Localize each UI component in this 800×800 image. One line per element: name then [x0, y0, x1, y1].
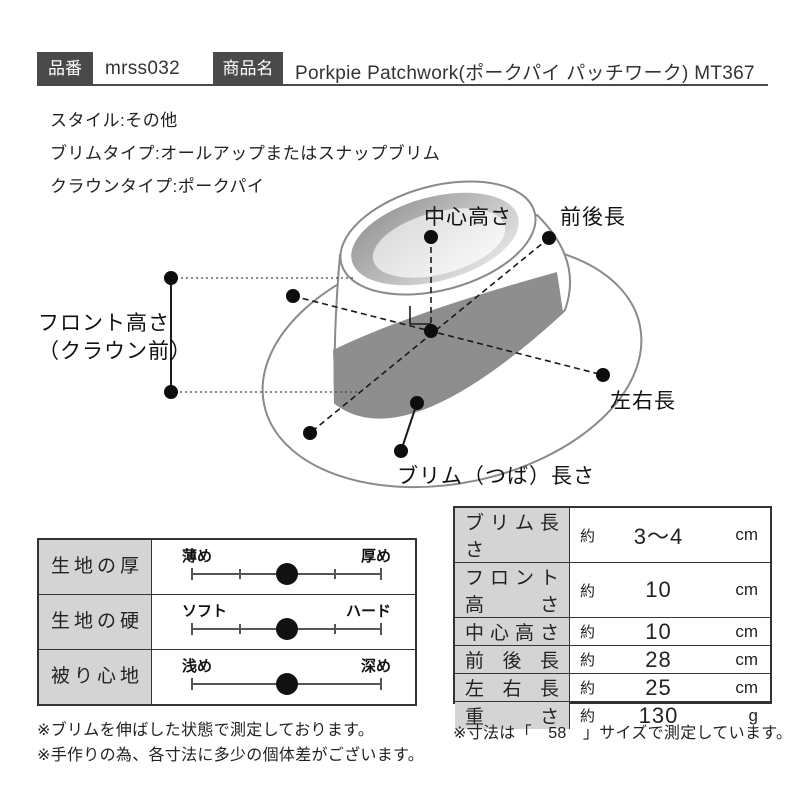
hat-crown-top-inner [372, 208, 506, 278]
table-row: フロント高さ 約 10 cm [455, 562, 770, 617]
size-value: 130 [638, 702, 679, 728]
item-number-value: mrss032 [105, 58, 180, 79]
table-row: 中心高さ 約 10 cm [455, 617, 770, 645]
slider-dot [275, 563, 298, 585]
label-front-back-length: 前後長 [560, 206, 626, 229]
size-row-label-text: 重さ [465, 707, 559, 728]
fabric-feature-table: 生地の厚み 薄め 厚め 生地の硬さ ソフト ハード 被り心地 浅め 深め [37, 538, 417, 706]
label-brim-length: ブリム（つば）長さ [397, 465, 595, 488]
right-angle-mark [409, 306, 431, 325]
approx-mark: 約 [580, 680, 596, 697]
size-value: 10 [645, 618, 672, 644]
size-unit: cm [735, 649, 758, 669]
slider-right-label: 深め [360, 658, 391, 675]
size-row-value: 約 130 g [570, 702, 770, 729]
size-row-value: 約 10 cm [570, 618, 770, 645]
slider-track [191, 618, 382, 640]
slider-fabric-hardness: ソフト ハード [152, 595, 415, 649]
label-front-height: フロント高さ （クラウン前） [38, 310, 192, 366]
size-row-value: 約 28 cm [570, 646, 770, 673]
label-front-height-line2: （クラウン前） [38, 340, 192, 363]
approx-mark: 約 [580, 624, 596, 641]
slider-dot [275, 673, 298, 695]
slider-track [191, 673, 382, 695]
size-unit: cm [735, 621, 758, 641]
row-label-fabric-thickness: 生地の厚み [39, 540, 152, 631]
size-unit: cm [735, 525, 758, 544]
approx-mark: 約 [580, 582, 596, 600]
size-row-label-text: 左右長 [465, 679, 559, 700]
slider-fit-feel: 浅め 深め [152, 650, 415, 704]
table-row: 被り心地 浅め 深め [39, 649, 415, 704]
approx-mark: 約 [580, 708, 596, 725]
slider-left-label: ソフト [182, 603, 228, 620]
product-name-label: 商品名 [213, 52, 283, 85]
size-row-value: 約 25 cm [570, 674, 770, 701]
size-row-label-text: 前後長 [465, 651, 559, 672]
size-unit: g [748, 705, 758, 725]
item-number-label: 品番 [37, 52, 93, 85]
slider-dot [275, 618, 298, 640]
footnote-handmade: ※手作りの為、各寸法に多少の個体差がございます。 [37, 747, 425, 764]
size-unit: cm [735, 677, 758, 697]
table-row: 生地の厚み 薄め 厚め [39, 540, 415, 631]
size-row-label: フロント高さ [455, 563, 570, 617]
size-row-label: 重さ [455, 702, 570, 729]
footnote-size-58: ※寸法は「 58 」サイズで測定しています。 [453, 725, 793, 742]
hat-measurement-diagram [164, 180, 643, 489]
approx-mark: 約 [580, 652, 596, 669]
size-row-label: 前後長 [455, 646, 570, 673]
table-row: 左右長 約 25 cm [455, 673, 770, 701]
row-label-fit-feel: 被り心地 [39, 650, 152, 704]
spec-style: スタイル:その他 [50, 111, 178, 130]
spec-crown-type: クラウンタイプ:ポークパイ [50, 177, 265, 196]
slider-fabric-thickness: 薄め 厚め [152, 540, 415, 594]
table-row: ブリム長さ 約 3〜4 cm [455, 508, 770, 562]
product-name-value: Porkpie Patchwork(ポークパイ パッチワーク) MT367 [295, 63, 755, 84]
slider-track [191, 563, 382, 585]
row-label-fabric-hardness: 生地の硬さ [39, 595, 152, 686]
size-value: 28 [645, 646, 672, 672]
size-row-value: 約 10 cm [570, 563, 770, 617]
left-right-line [292, 295, 604, 376]
header-underline [37, 84, 768, 86]
label-center-height: 中心高さ [424, 206, 512, 229]
hat-band [333, 272, 563, 418]
size-row-label-text: 中心高さ [465, 623, 559, 644]
slider-left-label: 薄め [182, 548, 213, 565]
size-value: 10 [645, 577, 672, 602]
size-row-label-text: フロント高さ [465, 568, 559, 616]
table-row: 生地の硬さ ソフト ハード [39, 594, 415, 686]
label-left-right-length: 左右長 [610, 390, 676, 413]
table-row: 重さ 約 130 g [455, 701, 770, 729]
size-value: 25 [645, 674, 672, 700]
label-front-height-line1: フロント高さ [38, 312, 170, 335]
slider-left-label: 浅め [182, 658, 213, 675]
size-row-label: 中心高さ [455, 618, 570, 645]
measurement-dots [164, 230, 610, 458]
approx-mark: 約 [580, 527, 596, 545]
size-value: 3〜4 [633, 524, 684, 549]
spec-brim-type: ブリムタイプ:オールアップまたはスナップブリム [50, 144, 441, 163]
slider-right-label: 厚め [360, 548, 391, 565]
slider-right-label: ハード [345, 603, 391, 620]
table-row: 前後長 約 28 cm [455, 645, 770, 673]
size-row-value: 約 3〜4 cm [570, 508, 770, 562]
size-unit: cm [735, 580, 758, 599]
size-row-label: 左右長 [455, 674, 570, 701]
size-spec-table: ブリム長さ 約 3〜4 cm フロント高さ 約 10 cm 中心高さ 約 10 … [453, 506, 772, 729]
size-row-label-text: ブリム長さ [465, 513, 559, 561]
brim-length-line [400, 402, 418, 452]
footnote-brim-measure: ※ブリムを伸ばした状態で測定しております。 [37, 722, 375, 739]
size-row-label: ブリム長さ [455, 508, 570, 562]
